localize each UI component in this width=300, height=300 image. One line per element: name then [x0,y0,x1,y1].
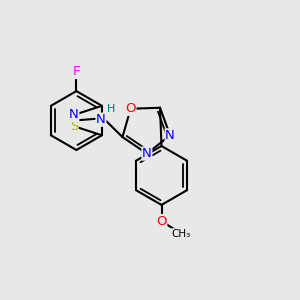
Text: N: N [142,147,152,160]
Text: N: N [165,129,175,142]
Text: O: O [125,102,136,115]
Text: N: N [69,108,79,122]
Text: S: S [70,120,78,133]
Text: H: H [106,104,115,114]
Text: O: O [156,214,167,228]
Text: CH₃: CH₃ [171,229,190,239]
Text: F: F [73,65,80,79]
Text: N: N [96,113,106,126]
